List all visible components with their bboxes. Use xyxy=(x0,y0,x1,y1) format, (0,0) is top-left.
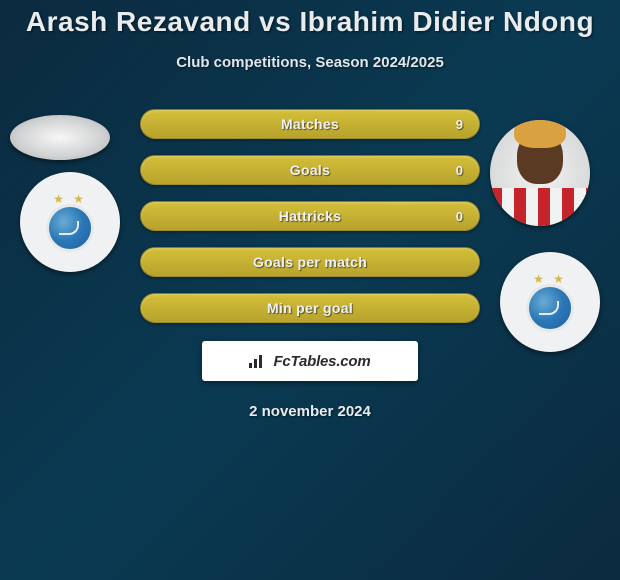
stat-row-min-per-goal: Min per goal xyxy=(140,293,480,323)
player-right-club-badge: ★ ★ xyxy=(500,252,600,352)
club-crest-icon xyxy=(46,204,94,252)
stat-value-right: 0 xyxy=(456,163,463,178)
page-title: Arash Rezavand vs Ibrahim Didier Ndong xyxy=(0,0,620,38)
stat-row-hattricks: Hattricks 0 xyxy=(140,201,480,231)
stat-label: Goals per match xyxy=(253,254,367,270)
stat-label: Min per goal xyxy=(267,300,353,316)
stat-row-goals-per-match: Goals per match xyxy=(140,247,480,277)
stat-label: Matches xyxy=(281,116,339,132)
club-crest-icon xyxy=(526,284,574,332)
player-left-avatar xyxy=(10,115,110,160)
player-right-avatar xyxy=(490,120,590,226)
bar-chart-icon xyxy=(249,354,267,368)
stat-row-matches: Matches 9 xyxy=(140,109,480,139)
stat-label: Hattricks xyxy=(279,208,342,224)
stat-row-goals: Goals 0 xyxy=(140,155,480,185)
stat-label: Goals xyxy=(290,162,330,178)
stat-value-right: 9 xyxy=(456,117,463,132)
player-left-club-badge: ★ ★ xyxy=(20,172,120,272)
date-label: 2 november 2024 xyxy=(0,403,620,420)
stat-value-right: 0 xyxy=(456,209,463,224)
brand-box[interactable]: FcTables.com xyxy=(202,341,418,381)
page-subtitle: Club competitions, Season 2024/2025 xyxy=(0,54,620,71)
brand-text: FcTables.com xyxy=(273,353,370,370)
